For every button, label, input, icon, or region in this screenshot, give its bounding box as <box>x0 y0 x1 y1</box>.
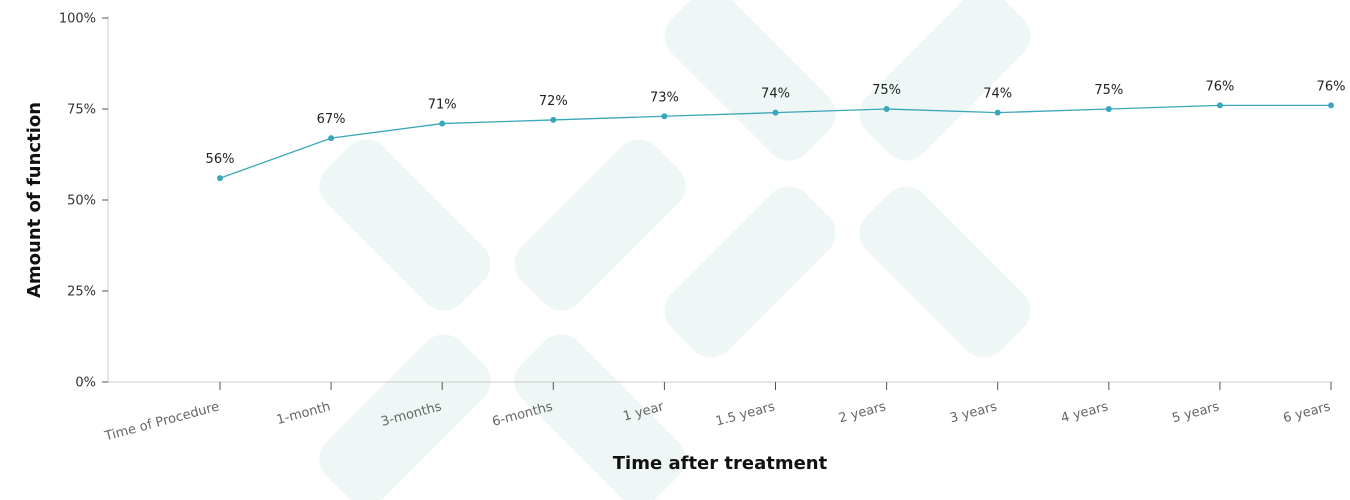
watermark-bar <box>514 334 686 500</box>
data-labels: 56% 67% 71% 72% 73% 74% 75% 74% 75% 76% 76% <box>206 79 1346 167</box>
x-tick-label: 6-months <box>491 399 555 430</box>
x-tick-label: 1-month <box>275 399 332 428</box>
data-label: 76% <box>1317 79 1346 94</box>
data-label: 71% <box>428 98 457 113</box>
data-point <box>217 175 223 182</box>
data-point <box>883 106 890 112</box>
x-tick-label: 4 years <box>1059 399 1110 426</box>
y-tick-label: 25% <box>67 285 96 300</box>
watermark-bar <box>319 334 491 500</box>
x-tick-label: Time of Procedure <box>102 399 221 444</box>
data-point <box>1105 106 1112 112</box>
watermark-bar <box>859 186 1031 358</box>
data-label: 73% <box>650 90 679 105</box>
data-label: 67% <box>317 112 346 127</box>
x-tick-label: 6 years <box>1282 399 1333 426</box>
data-label: 75% <box>872 83 901 98</box>
watermark-bar <box>664 186 836 358</box>
x-tick-label: 5 years <box>1171 399 1222 426</box>
x-tick-label: 1.5 years <box>714 399 777 429</box>
x-tick-label: 3 years <box>948 399 999 426</box>
data-label: 72% <box>539 94 568 109</box>
data-point <box>661 113 668 120</box>
y-tick-label: 75% <box>67 103 96 118</box>
y-tick-label: 50% <box>67 194 96 209</box>
x-axis-ticks: Time of Procedure 1-month 3-months 6-months… <box>102 382 1332 445</box>
data-point <box>1328 102 1334 109</box>
y-tick-label: 0% <box>75 376 96 391</box>
watermark-bar <box>664 0 836 161</box>
data-label: 76% <box>1205 79 1234 94</box>
y-axis-ticks: 0% 25% 50% 75% 100% <box>59 12 108 391</box>
y-axis-title: Amount of function <box>24 102 45 298</box>
x-axis-title: Time after treatment <box>613 453 828 474</box>
data-point <box>772 109 779 116</box>
series-line <box>217 102 1334 182</box>
axes <box>107 16 1333 383</box>
watermark-logo <box>319 0 1031 500</box>
data-label: 75% <box>1094 83 1123 98</box>
watermark-bar <box>859 0 1031 161</box>
data-label: 74% <box>983 87 1012 102</box>
data-label: 74% <box>761 87 790 102</box>
data-point <box>994 109 1001 116</box>
watermark-bar <box>319 139 491 311</box>
data-point <box>439 120 446 127</box>
data-point <box>550 116 557 123</box>
y-tick-label: 100% <box>59 12 96 27</box>
data-point <box>328 135 335 142</box>
data-point <box>1216 102 1223 109</box>
x-tick-label: 2 years <box>837 399 888 426</box>
watermark-bar <box>514 139 686 311</box>
data-label: 56% <box>206 152 235 167</box>
